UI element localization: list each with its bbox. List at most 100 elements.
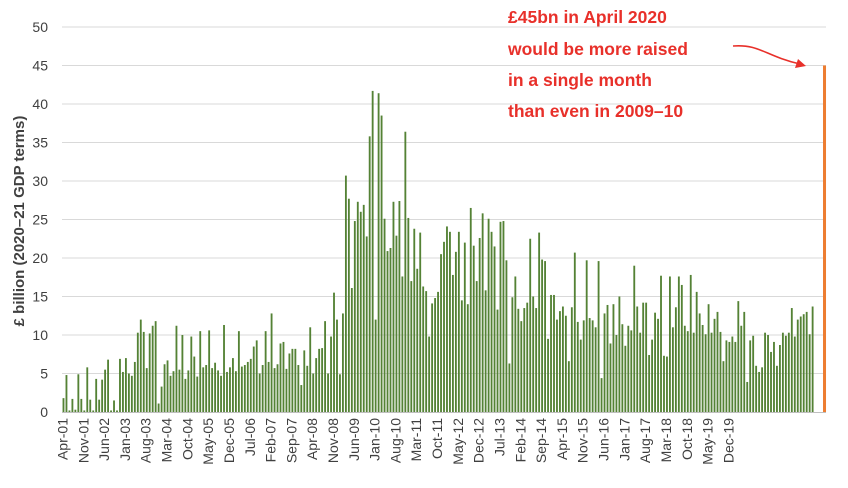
x-tick-label: May-12 — [450, 418, 466, 465]
bar — [104, 369, 107, 412]
x-tick-label: Nov-08 — [325, 418, 341, 463]
bar — [719, 331, 722, 412]
bar — [716, 311, 719, 412]
bar — [695, 291, 698, 412]
bar — [472, 245, 475, 412]
x-tick-label: Oct-18 — [679, 418, 695, 460]
bar — [799, 316, 802, 412]
bar — [309, 327, 312, 412]
bar — [481, 213, 484, 412]
bar — [312, 373, 315, 412]
bar — [353, 221, 356, 412]
bar — [686, 331, 689, 412]
bar — [339, 374, 341, 412]
bar — [740, 325, 743, 412]
bar — [802, 314, 805, 412]
bar — [508, 363, 511, 412]
bar — [374, 319, 377, 412]
bar — [585, 260, 588, 412]
bar — [553, 294, 555, 412]
bar — [291, 348, 294, 412]
bar — [612, 304, 615, 412]
y-tick-label: 40 — [32, 96, 48, 112]
bar — [710, 332, 713, 412]
x-tick-label: Jan-10 — [367, 418, 383, 461]
bar — [315, 358, 318, 412]
bar — [300, 385, 303, 412]
bar — [487, 218, 490, 412]
bar — [544, 261, 546, 412]
bar — [752, 335, 755, 412]
y-tick-labels: 0 5 10 15 20 25 30 35 40 45 50 — [32, 19, 48, 420]
x-tick-label: Dec-19 — [720, 418, 736, 463]
bar — [196, 376, 199, 412]
bar — [532, 296, 535, 412]
bar — [184, 378, 187, 412]
bar — [559, 311, 561, 412]
bar — [324, 321, 327, 412]
bar — [344, 175, 347, 412]
bar — [630, 330, 633, 412]
bar — [252, 346, 255, 412]
bar — [220, 375, 222, 412]
bar — [327, 373, 329, 412]
x-tick-label: Oct-11 — [429, 418, 445, 459]
bar — [621, 324, 624, 412]
bar — [202, 367, 205, 412]
bar — [333, 292, 335, 412]
x-tick-label: May-05 — [200, 418, 216, 465]
bar — [383, 218, 386, 412]
bar — [297, 365, 300, 412]
bar — [499, 221, 502, 412]
bar — [648, 355, 651, 412]
bar — [350, 288, 353, 412]
bar — [680, 284, 683, 412]
x-tick-label: Apr-15 — [554, 418, 570, 460]
bar — [722, 361, 725, 412]
y-tick-label: 10 — [32, 327, 48, 343]
bar — [660, 275, 662, 412]
x-tick-label: Jun-16 — [596, 418, 612, 461]
x-tick-label: Aug-17 — [637, 418, 653, 463]
bar — [306, 365, 309, 412]
bar — [71, 398, 74, 412]
bar — [211, 368, 214, 412]
bar — [731, 336, 734, 412]
bar — [475, 281, 478, 412]
bar — [431, 303, 434, 412]
bar — [261, 365, 264, 412]
bar — [734, 341, 737, 412]
bar — [642, 302, 645, 412]
bar — [618, 296, 621, 412]
bar — [122, 371, 124, 412]
bar — [698, 313, 701, 412]
bar — [505, 260, 508, 412]
bar — [615, 335, 618, 412]
x-tick-label: Mar-18 — [658, 418, 674, 463]
x-tick-label: Mar-04 — [159, 418, 175, 463]
bar — [359, 211, 362, 412]
bar — [410, 281, 413, 412]
bar — [588, 318, 591, 412]
bar — [449, 231, 451, 412]
bar — [502, 221, 505, 412]
x-tick-label: Jul-06 — [242, 418, 258, 456]
bar — [434, 298, 437, 412]
bar — [110, 410, 112, 412]
bar — [151, 325, 154, 412]
bar — [570, 307, 573, 412]
bar — [217, 370, 219, 412]
y-tick-label: 25 — [32, 212, 48, 228]
bar — [704, 334, 707, 412]
bar — [234, 371, 237, 412]
bar — [511, 297, 514, 412]
bar — [677, 276, 680, 412]
bar — [781, 332, 784, 412]
bar — [496, 309, 499, 412]
y-tick-label: 0 — [40, 404, 48, 420]
bar — [249, 358, 252, 412]
bar — [98, 399, 101, 412]
bar — [484, 290, 487, 412]
bar — [398, 201, 401, 412]
annotation-line-1: £45bn in April 2020 — [508, 7, 667, 27]
